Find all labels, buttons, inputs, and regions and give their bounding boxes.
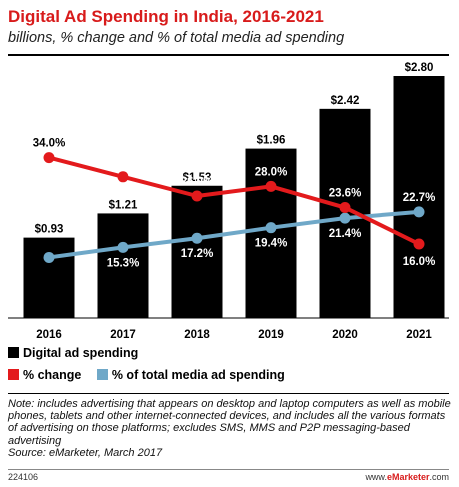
share-point-2016 [43,251,55,263]
change-point-2020 [339,202,351,214]
change-line [47,155,421,246]
change-label-2017: 30.0% [107,187,140,199]
bar-2017 [97,213,149,318]
change-point-2018 [191,190,203,202]
bar-2016 [23,237,75,318]
legend-swatch-bar [8,347,19,358]
change-label-2020: 23.6% [329,188,362,200]
top-divider [8,54,449,56]
bar-2018 [171,185,223,318]
change-point-2016 [43,152,55,164]
share-point-2017 [117,241,129,253]
legend-row-1: Digital ad spending [8,346,150,360]
note-divider [8,393,449,394]
bar-label-2020: $2.42 [331,95,360,107]
legend-item-bar: Digital ad spending [8,346,138,360]
chart-id: 224106 [8,472,39,482]
share-label-2016: 13.2% [33,267,66,279]
chart-subtitle: billions, % change and % of total media … [8,30,345,46]
share-point-2021 [413,206,425,218]
change-point-2021 [413,238,425,250]
share-label-2017: 15.3% [107,257,140,269]
change-label-2018: 26.0% [181,176,214,188]
source-text: Source: eMarketer, March 2017 [8,446,163,459]
share-point-2020 [339,212,351,224]
change-label-2019: 28.0% [255,166,288,178]
brand-name: eMarketer [386,472,430,482]
bar-2019 [245,148,297,318]
bar-2021 [393,76,445,318]
x-tick-2018: 2018 [184,329,210,341]
legend-item-change: % change [8,368,81,382]
legend-swatch-share [96,369,108,380]
x-tick-2016: 2016 [36,329,62,341]
footer-divider [8,469,449,470]
chart-note: Note: includes advertising that appears … [8,398,456,459]
chart-title: Digital Ad Spending in India, 2016-2021 [8,7,324,26]
change-point-2019 [265,180,277,192]
share-point-2019 [265,222,277,234]
x-tick-2020: 2020 [332,329,358,341]
change-label-2021: 16.0% [403,256,436,268]
legend-row-2: % change % of total media ad spending [8,368,297,382]
change-label-2016: 34.0% [33,138,66,150]
x-tick-2021: 2021 [406,329,432,341]
share-point-2018 [191,232,203,244]
x-tick-2017: 2017 [110,329,136,341]
share-label-2020: 21.4% [329,228,362,240]
legend-item-share: % of total media ad spending [96,368,285,382]
note-text: Note: includes advertising that appears … [8,398,451,447]
bar-label-2017: $1.21 [109,199,138,211]
bar-label-2021: $2.80 [405,62,434,74]
brand-suffix: .com [429,472,449,482]
brand-prefix: www. [365,472,387,482]
bar-label-2016: $0.93 [35,224,64,236]
legend-label-bar: Digital ad spending [23,346,139,360]
legend-label-share: % of total media ad spending [111,368,285,382]
change-point-2017 [117,171,129,183]
x-tick-2019: 2019 [258,329,284,341]
bar-label-2019: $1.96 [257,135,286,147]
chart-plot: $0.93 $1.21 $1.53 $1.96 $2.42 $2.80 2016 2017 20… [8,62,449,341]
bar-label-2018: $1.53 [183,172,212,184]
share-label-2021: 22.7% [403,192,436,204]
share-line [47,209,421,260]
share-label-2019: 19.4% [255,238,288,250]
brand-link[interactable]: www.eMarketer.com [365,472,449,482]
legend-swatch-change [8,369,19,380]
legend-label-change: % change [23,368,82,382]
share-label-2018: 17.2% [181,248,214,260]
